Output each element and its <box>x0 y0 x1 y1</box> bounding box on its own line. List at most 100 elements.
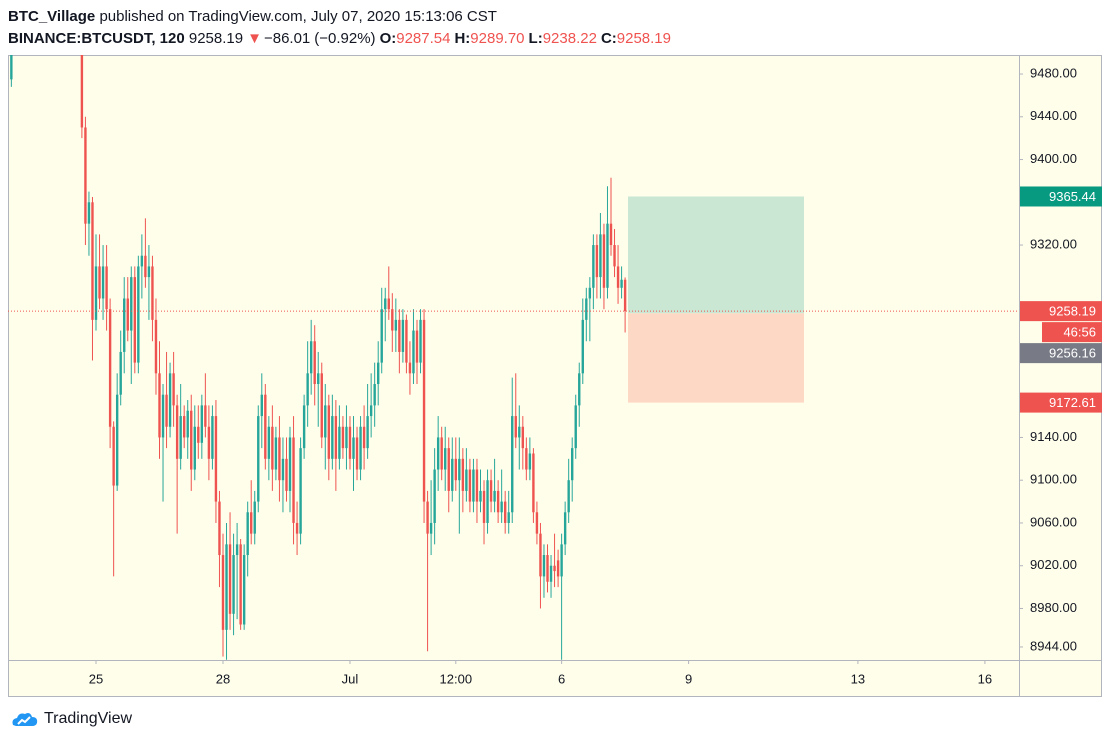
candle-body <box>94 266 98 320</box>
candle-body <box>151 266 154 320</box>
candle-body <box>415 330 419 363</box>
candle-body <box>250 512 253 534</box>
candle-body <box>571 448 574 481</box>
candle-body <box>14 0 16 47</box>
published: published on TradingView.com, July 07, 2… <box>99 8 497 25</box>
candle-body <box>433 469 436 523</box>
candle-body <box>101 266 105 299</box>
candle-body <box>242 555 246 625</box>
candle-body <box>147 266 151 278</box>
candle-body <box>161 394 165 438</box>
candle-body <box>359 426 362 470</box>
symbol: BINANCE:BTCUSDT, 120 <box>8 30 185 47</box>
candle-body <box>179 416 182 459</box>
candle-body <box>599 234 602 278</box>
candle-body <box>309 341 313 374</box>
candle-body <box>384 298 387 310</box>
candle-body <box>592 245 595 288</box>
candle-body <box>458 458 461 481</box>
candle-body <box>426 501 429 534</box>
candle-body <box>239 544 242 625</box>
quote-label: O: <box>379 30 397 47</box>
candle-body <box>369 405 373 417</box>
candle-body <box>338 426 341 459</box>
candle-body <box>401 319 405 352</box>
countdown-bg <box>1042 322 1102 343</box>
candle-body <box>468 469 472 502</box>
candle-body <box>606 223 609 288</box>
candle-body <box>140 255 144 267</box>
candle-body <box>281 458 285 481</box>
last-price-bg <box>1020 301 1102 322</box>
change: −86.01 <box>263 30 311 47</box>
candle-body <box>511 416 514 513</box>
candle-body <box>165 394 168 427</box>
candle-body <box>292 437 295 523</box>
candle-body <box>126 298 129 331</box>
quote-value: 9289.70 <box>470 30 525 47</box>
candle-body <box>482 490 486 523</box>
entry-price: 9256.16 <box>1049 346 1096 361</box>
candle-body <box>345 426 348 449</box>
candle-body <box>331 416 334 459</box>
candle-body <box>479 490 482 502</box>
quote-line: BINANCE:BTCUSDT, 120 9258.19 ▼ −86.01 (−0.9… <box>8 28 675 50</box>
candle-body <box>214 416 218 502</box>
candle-body <box>563 512 567 545</box>
candle-body <box>493 490 496 502</box>
candle-body <box>302 405 306 449</box>
candle-body <box>454 458 457 481</box>
candle-body <box>320 373 323 438</box>
candle-body <box>503 501 507 523</box>
candle-body <box>465 469 468 491</box>
corner <box>1019 660 1102 697</box>
candle-body <box>221 555 225 630</box>
candle-body <box>246 512 249 556</box>
candle-body <box>260 394 263 417</box>
candle-body <box>602 234 606 288</box>
candle-body <box>532 453 535 513</box>
x-tick-label: 28 <box>216 671 230 686</box>
candle-body <box>317 373 320 385</box>
candle-body <box>123 298 126 352</box>
candle-body <box>556 560 560 577</box>
candle-body <box>168 373 172 427</box>
change-pct: (−0.92%) <box>314 30 376 47</box>
candle-body <box>535 512 539 534</box>
candle-body <box>362 426 366 449</box>
candle-body <box>193 426 196 470</box>
candle-body <box>581 319 584 374</box>
candle-body <box>91 202 94 320</box>
candle-body <box>271 426 274 470</box>
candle-body <box>609 223 613 246</box>
x-tick-label: 9 <box>685 671 692 686</box>
quote-value: 9258.19 <box>616 30 671 47</box>
candle-body <box>87 202 91 224</box>
candle-body <box>444 448 447 470</box>
candle-body <box>613 245 616 267</box>
time-axis-area <box>8 660 1019 697</box>
candle-body <box>620 279 623 288</box>
candle-body <box>595 245 599 278</box>
candle-body <box>472 469 475 502</box>
candle-body <box>334 416 338 459</box>
quote-label: C: <box>600 30 617 47</box>
candle-body <box>207 426 211 459</box>
candle-body <box>514 416 517 438</box>
candle-body <box>218 501 221 556</box>
candle-body <box>257 416 260 502</box>
candle-body <box>10 55 13 80</box>
quote-label: L: <box>528 30 543 47</box>
candle-body <box>542 555 546 577</box>
candle-body <box>306 373 309 406</box>
x-tick-label: 6 <box>558 671 565 686</box>
candle-body <box>133 277 137 363</box>
candle-body <box>299 448 302 534</box>
y-tick-label: 9140.00 <box>1030 429 1077 444</box>
candle-body <box>578 373 581 406</box>
candle-body <box>398 319 401 352</box>
candle-body <box>507 512 510 523</box>
candle-body <box>451 458 454 491</box>
candle-body <box>405 319 408 363</box>
candle-body <box>211 416 214 459</box>
